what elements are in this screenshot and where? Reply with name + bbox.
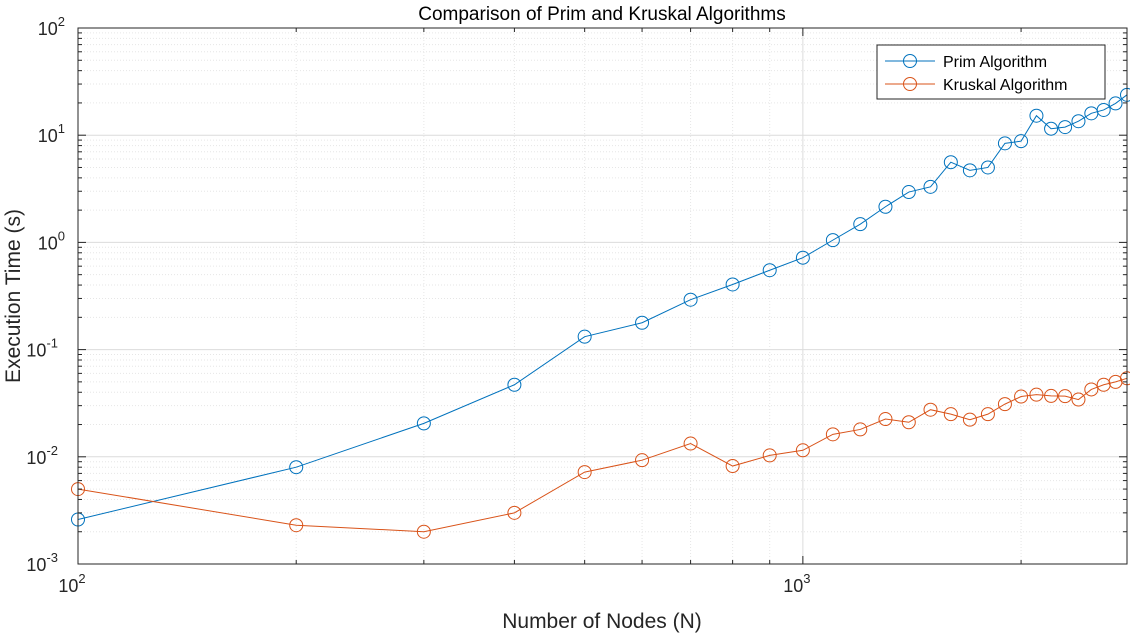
data-point-prim bbox=[795, 250, 810, 265]
data-point-prim bbox=[683, 292, 698, 307]
data-point-prim bbox=[577, 329, 592, 344]
plot-frame bbox=[77, 27, 1128, 565]
data-point-kruskal bbox=[1044, 388, 1059, 403]
data-point-prim bbox=[635, 315, 650, 330]
data-point-prim bbox=[901, 185, 916, 200]
data-point-prim bbox=[507, 377, 522, 392]
x-tick-label: 102 bbox=[58, 571, 85, 596]
data-point-prim bbox=[962, 163, 977, 178]
data-point-prim bbox=[825, 233, 840, 248]
legend-label-kruskal: Kruskal Algorithm bbox=[943, 77, 1068, 94]
data-point-kruskal bbox=[901, 415, 916, 430]
data-point-kruskal bbox=[878, 412, 893, 427]
data-point-kruskal bbox=[635, 453, 650, 468]
y-tick-labels: 10-3 10-2 10-1 100 101 102 bbox=[26, 14, 65, 575]
data-point-kruskal bbox=[725, 459, 740, 474]
data-point-kruskal bbox=[962, 412, 977, 427]
data-point-kruskal bbox=[1014, 389, 1029, 404]
axis-ticks bbox=[77, 27, 1127, 565]
data-point-prim bbox=[1108, 96, 1123, 111]
data-point-kruskal bbox=[795, 443, 810, 458]
data-point-kruskal bbox=[507, 505, 522, 520]
data-point-prim bbox=[943, 155, 958, 170]
data-point-prim bbox=[853, 217, 868, 232]
legend-entry-prim: Prim Algorithm bbox=[885, 54, 1047, 71]
data-point-prim bbox=[1029, 108, 1044, 123]
legend-entry-kruskal: Kruskal Algorithm bbox=[885, 77, 1068, 94]
series-layer bbox=[71, 87, 1130, 539]
legend: Prim Algorithm Kruskal Algorithm bbox=[876, 44, 1106, 100]
y-tick-label: 10-3 bbox=[26, 550, 58, 575]
data-point-kruskal bbox=[1029, 387, 1044, 402]
data-point-kruskal bbox=[577, 465, 592, 480]
data-point-kruskal bbox=[1071, 392, 1086, 407]
legend-marker-prim bbox=[903, 54, 917, 68]
y-axis-label: Execution Time (s) bbox=[2, 209, 25, 383]
data-point-kruskal bbox=[1084, 382, 1099, 397]
data-point-kruskal bbox=[416, 524, 431, 539]
data-point-prim bbox=[416, 416, 431, 431]
legend-box bbox=[876, 44, 1106, 100]
data-point-kruskal bbox=[923, 402, 938, 417]
data-point-prim bbox=[1071, 114, 1086, 129]
x-tick-labels: 102 103 bbox=[58, 571, 810, 596]
data-point-kruskal bbox=[943, 407, 958, 422]
data-point-kruskal bbox=[762, 448, 777, 463]
data-point-kruskal bbox=[825, 427, 840, 442]
data-point-kruskal bbox=[683, 436, 698, 451]
data-point-prim bbox=[725, 277, 740, 292]
data-point-kruskal bbox=[1058, 389, 1073, 404]
data-point-prim bbox=[980, 160, 995, 175]
plot-area bbox=[78, 28, 1127, 564]
data-point-kruskal bbox=[853, 422, 868, 437]
data-point-prim bbox=[997, 136, 1012, 151]
data-point-prim bbox=[762, 263, 777, 278]
data-point-prim bbox=[1096, 102, 1111, 117]
data-point-kruskal bbox=[980, 407, 995, 422]
chart-title: Comparison of Prim and Kruskal Algorithm… bbox=[418, 4, 785, 25]
data-point-prim bbox=[1014, 134, 1029, 149]
legend-label-prim: Prim Algorithm bbox=[943, 54, 1047, 71]
legend-marker-kruskal bbox=[903, 77, 917, 91]
y-tick-label: 10-2 bbox=[26, 443, 58, 468]
minor-grid bbox=[78, 28, 1127, 564]
data-point-prim bbox=[1044, 121, 1059, 136]
x-tick-label: 103 bbox=[783, 571, 810, 596]
data-point-kruskal bbox=[997, 397, 1012, 412]
x-axis-label: Number of Nodes (N) bbox=[502, 610, 702, 633]
data-point-prim bbox=[923, 179, 938, 194]
data-point-prim bbox=[289, 460, 304, 475]
data-point-prim bbox=[878, 199, 893, 214]
y-tick-label: 100 bbox=[38, 228, 65, 253]
y-tick-label: 10-1 bbox=[26, 336, 58, 361]
data-point-prim bbox=[1058, 120, 1073, 135]
y-tick-label: 102 bbox=[38, 14, 65, 39]
data-point-kruskal bbox=[289, 518, 304, 533]
y-tick-label: 101 bbox=[38, 121, 65, 146]
series-line-prim bbox=[77, 94, 1128, 520]
